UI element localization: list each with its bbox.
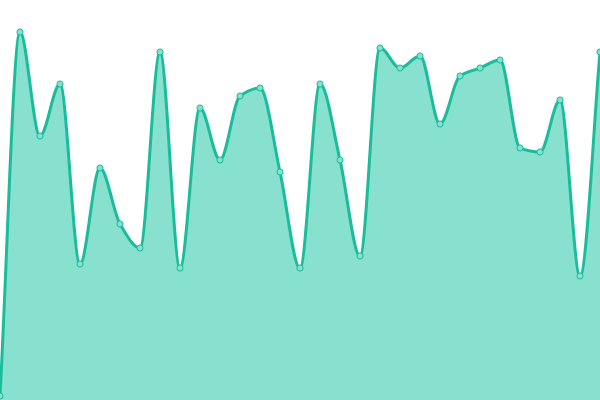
data-point: [496, 56, 504, 64]
data-point: [96, 164, 104, 172]
data-point: [356, 252, 364, 260]
data-points: [0, 28, 600, 400]
data-point: [456, 72, 464, 80]
data-point: [116, 220, 124, 228]
data-point: [216, 156, 224, 164]
data-point: [156, 48, 164, 56]
data-point: [136, 244, 144, 252]
data-point: [316, 80, 324, 88]
data-point: [556, 96, 564, 104]
data-point: [236, 92, 244, 100]
data-point: [376, 44, 384, 52]
data-point: [56, 80, 64, 88]
data-point: [256, 84, 264, 92]
data-point: [536, 148, 544, 156]
data-point: [36, 132, 44, 140]
data-point: [516, 144, 524, 152]
data-point: [176, 264, 184, 272]
data-point: [336, 156, 344, 164]
data-point: [196, 104, 204, 112]
data-point: [596, 48, 600, 56]
data-point: [276, 168, 284, 176]
data-point: [416, 52, 424, 60]
data-point: [396, 64, 404, 72]
area-fill: [0, 32, 600, 400]
data-point: [0, 392, 4, 400]
data-point: [16, 28, 24, 36]
data-point: [576, 272, 584, 280]
data-point: [76, 260, 84, 268]
data-point: [296, 264, 304, 272]
data-point: [436, 120, 444, 128]
data-point: [476, 64, 484, 72]
